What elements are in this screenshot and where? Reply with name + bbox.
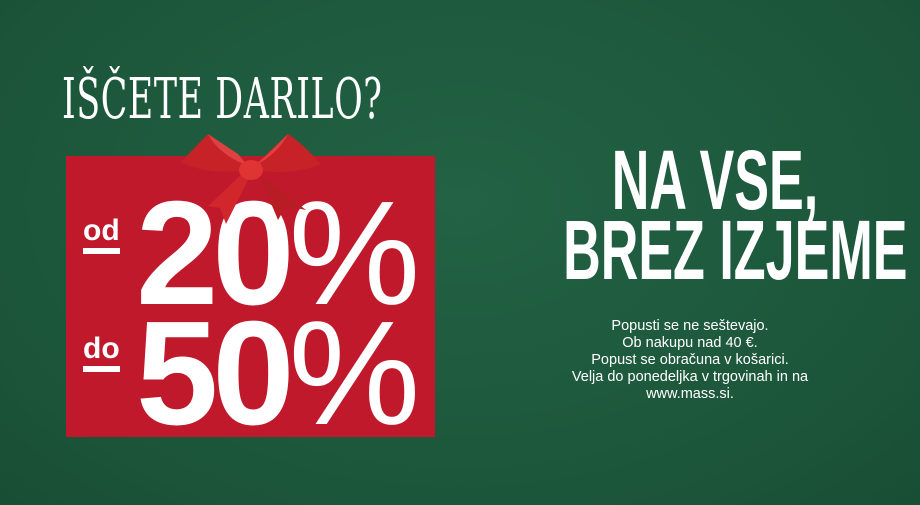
percent-sign: % [288, 291, 421, 456]
terms-line: Velja do ponedeljka v trgovinah in na [571, 369, 809, 385]
headline-line2: BREZ IZJEME [563, 203, 908, 297]
to-value: 50 [136, 291, 295, 456]
to-prefix: do [83, 334, 120, 372]
gift-bow-icon [181, 134, 321, 224]
website-link[interactable]: www.mass.si. [646, 386, 734, 402]
to-prefix-text: do [83, 332, 120, 365]
from-prefix-text: od [83, 214, 120, 247]
terms-line: Popusti se ne seštevajo. [611, 318, 769, 334]
terms-line: Popust se obračuna v košarici. [591, 352, 789, 368]
percent-sign: % [288, 171, 421, 336]
terms-line: Ob nakupu nad 40 €. [622, 335, 758, 351]
to-discount: 50% [136, 300, 420, 448]
from-prefix: od [83, 216, 120, 254]
headline-line1: NA VSE, [611, 133, 819, 227]
terms-text: Popusti se ne seštevajo. Ob nakupu nad 4… [540, 318, 840, 403]
promo-title: IŠČETE DARILO? [62, 67, 383, 132]
